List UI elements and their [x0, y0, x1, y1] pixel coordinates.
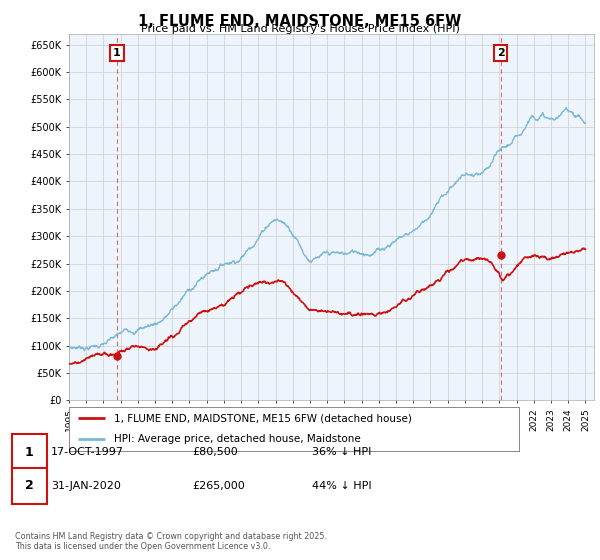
Text: HPI: Average price, detached house, Maidstone: HPI: Average price, detached house, Maid…: [114, 433, 361, 444]
Text: 36% ↓ HPI: 36% ↓ HPI: [312, 447, 371, 457]
Text: Contains HM Land Registry data © Crown copyright and database right 2025.
This d: Contains HM Land Registry data © Crown c…: [15, 532, 327, 552]
Text: 1, FLUME END, MAIDSTONE, ME15 6FW: 1, FLUME END, MAIDSTONE, ME15 6FW: [139, 14, 461, 29]
Text: 1, FLUME END, MAIDSTONE, ME15 6FW (detached house): 1, FLUME END, MAIDSTONE, ME15 6FW (detac…: [114, 413, 412, 423]
Text: £265,000: £265,000: [192, 481, 245, 491]
Text: £80,500: £80,500: [192, 447, 238, 457]
Text: 31-JAN-2020: 31-JAN-2020: [51, 481, 121, 491]
Text: 17-OCT-1997: 17-OCT-1997: [51, 447, 124, 457]
Text: 1: 1: [113, 48, 121, 58]
Text: 2: 2: [497, 48, 505, 58]
Text: Price paid vs. HM Land Registry's House Price Index (HPI): Price paid vs. HM Land Registry's House …: [140, 24, 460, 34]
Text: 2: 2: [25, 479, 34, 492]
Text: 1: 1: [25, 446, 34, 459]
Text: 44% ↓ HPI: 44% ↓ HPI: [312, 481, 371, 491]
